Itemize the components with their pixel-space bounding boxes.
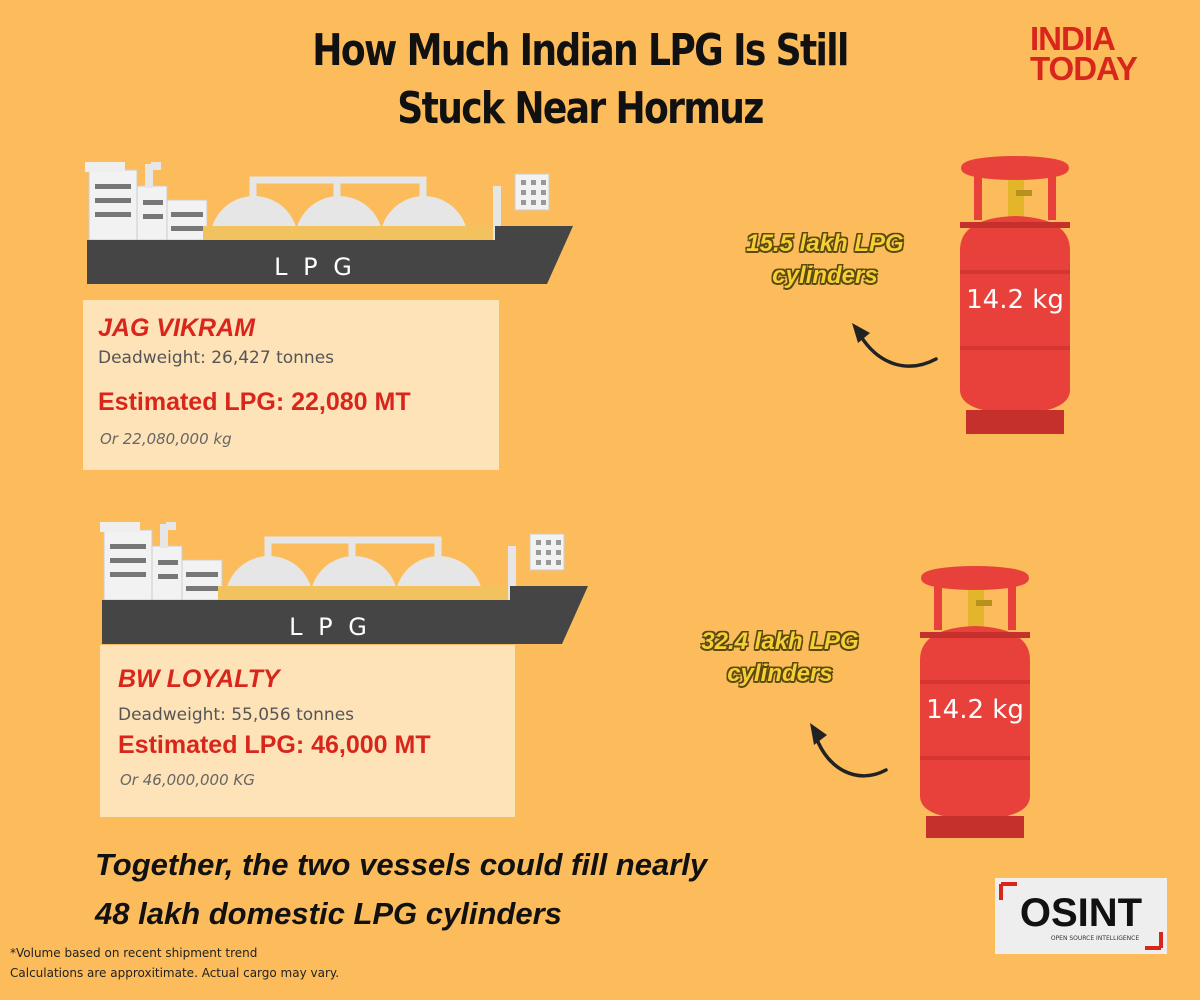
cylinder-count-line-1: 15.5 lakh LPG — [746, 230, 904, 257]
india-today-logo: INDIA TODAY — [1030, 20, 1170, 87]
vessel-estimated-lpg: Estimated LPG: 46,000 MT — [118, 731, 431, 759]
logo-line-2: TODAY — [1030, 50, 1138, 87]
page-title: How Much Indian LPG Is Still Stuck Near … — [293, 22, 867, 138]
cylinder-weight-label: 14.2 kg — [926, 695, 1024, 725]
curved-arrow-icon — [852, 323, 938, 368]
ship-hull-label: L P G — [274, 253, 356, 281]
summary-line-1: Together, the two vessels could fill nea… — [95, 847, 708, 882]
title-line-2: Stuck Near Hormuz — [397, 83, 764, 134]
cylinder-count-label-1: 15.5 lakh LPG cylinders — [710, 228, 940, 292]
footnote-2: Calculations are approxitimate. Actual c… — [10, 966, 340, 980]
logo-line-1: INDIA — [1030, 20, 1116, 57]
summary-line-2: 48 lakh domestic LPG cylinders — [95, 896, 562, 931]
cylinder-weight-label: 14.2 kg — [966, 285, 1064, 315]
ship-illustration-1: L P G — [85, 162, 573, 284]
vessel-estimated-kg: Or 22,080,000 kg — [100, 430, 232, 448]
cylinder-count-line-2: cylinders — [772, 262, 878, 289]
ship-illustration-2: L P G — [100, 522, 588, 644]
curved-arrow-icon — [810, 723, 888, 778]
vessel-card-bw-loyalty: BW LOYALTY Deadweight: 55,056 tonnes Est… — [100, 645, 515, 817]
vessel-card-jag-vikram: JAG VIKRAM Deadweight: 26,427 tonnes Est… — [83, 300, 499, 470]
vessel-deadweight: Deadweight: 26,427 tonnes — [98, 348, 335, 368]
osint-logo: OSINT OPEN SOURCE INTELLIGENCE — [995, 878, 1167, 954]
gas-cylinder-icon: 14.2 kg — [960, 156, 1070, 434]
summary-text: Together, the two vessels could fill nea… — [95, 840, 815, 938]
ship-hull-label: L P G — [289, 613, 371, 641]
osint-subtitle: OPEN SOURCE INTELLIGENCE — [1051, 935, 1139, 942]
vessel-name: BW LOYALTY — [118, 665, 280, 693]
footnote-1: *Volume based on recent shipment trend — [10, 946, 258, 960]
gas-cylinder-icon: 14.2 kg — [920, 566, 1030, 838]
cylinder-count-line-2: cylinders — [727, 660, 833, 687]
cylinder-count-line-1: 32.4 lakh LPG — [701, 628, 859, 655]
vessel-estimated-lpg: Estimated LPG: 22,080 MT — [98, 388, 411, 416]
vessel-deadweight: Deadweight: 55,056 tonnes — [118, 705, 355, 725]
cylinder-count-label-2: 32.4 lakh LPG cylinders — [665, 626, 895, 690]
vessel-name: JAG VIKRAM — [98, 314, 255, 342]
title-line-1: How Much Indian LPG Is Still — [312, 25, 849, 76]
vessel-estimated-kg: Or 46,000,000 KG — [120, 771, 255, 789]
osint-label: OSINT — [1020, 891, 1142, 935]
